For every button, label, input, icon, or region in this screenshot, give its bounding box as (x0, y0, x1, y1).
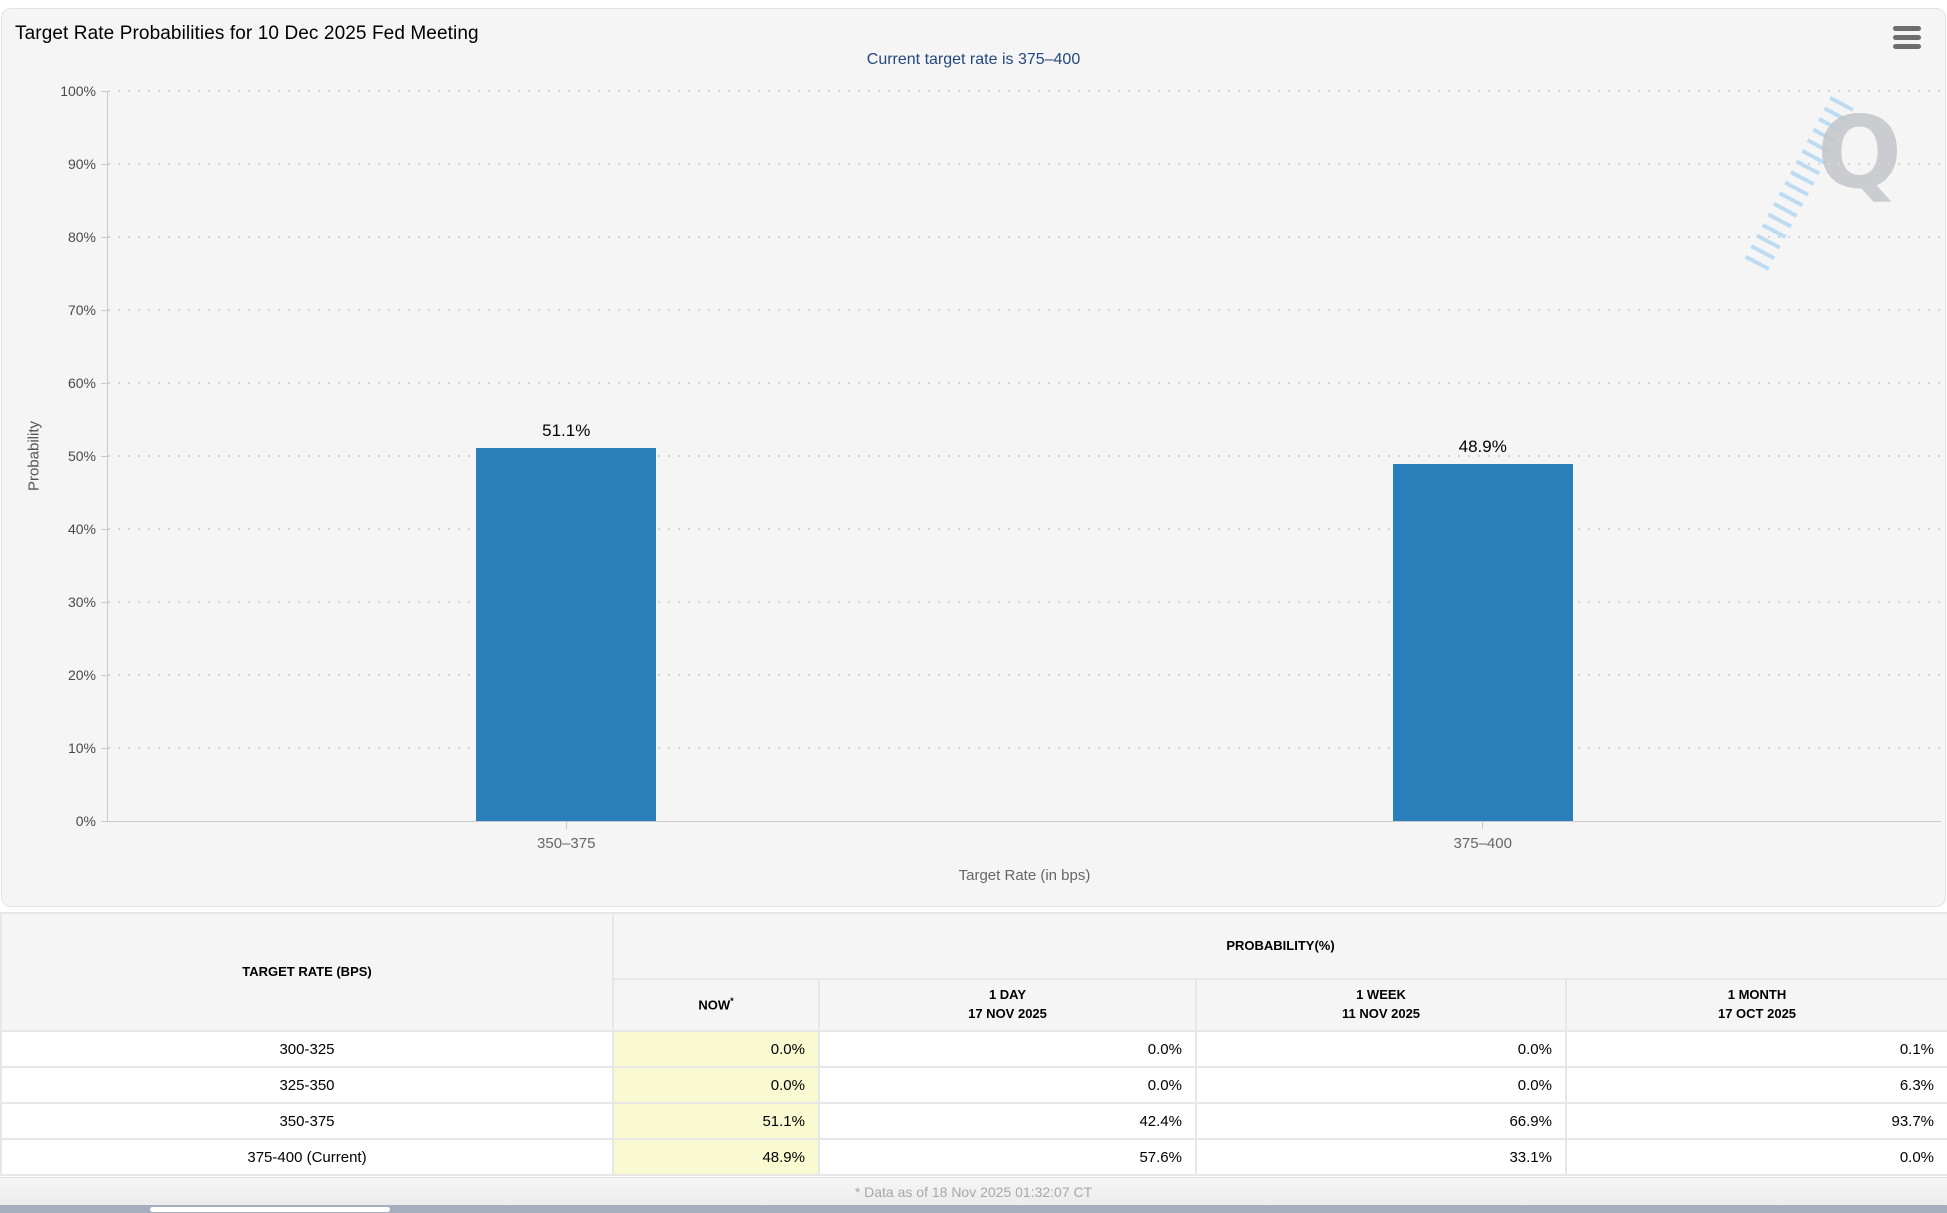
day-probability-cell: 57.6% (818, 1138, 1197, 1176)
gridline (108, 236, 1941, 238)
now-probability-cell: 0.0% (612, 1066, 820, 1104)
hamburger-bar (1893, 26, 1921, 31)
table-row: 325-350 0.0% 0.0% 0.0% 6.3% (0, 1066, 1947, 1104)
col-header-now: NOW* (612, 978, 820, 1032)
day-probability-cell: 42.4% (818, 1102, 1197, 1140)
x-tick-mark (565, 821, 567, 829)
now-probability-cell: 0.0% (612, 1030, 820, 1068)
y-tick-mark (101, 820, 108, 822)
hamburger-menu-icon[interactable] (1893, 26, 1921, 53)
y-tick-mark (101, 601, 108, 603)
y-tick-mark (101, 236, 108, 238)
day-probability-cell: 0.0% (818, 1066, 1197, 1104)
y-tick-label: 100% (60, 83, 96, 99)
gridline (108, 90, 1941, 92)
table-row: 375-400 (Current) 48.9% 57.6% 33.1% 0.0% (0, 1138, 1947, 1176)
table-row: 350-375 51.1% 42.4% 66.9% 93.7% (0, 1102, 1947, 1140)
x-tick-mark (1482, 821, 1484, 829)
y-tick-label: 20% (67, 667, 96, 683)
chart-subtitle: Current target rate is 375–400 (866, 51, 1081, 68)
week-probability-cell: 0.0% (1195, 1030, 1567, 1068)
bar-375–400[interactable] (1392, 464, 1573, 821)
hamburger-bar (1893, 44, 1921, 49)
col-header-1-month: 1 MONTH 17 OCT 2025 (1564, 978, 1947, 1032)
chart-card: Target Rate Probabilities for 10 Dec 202… (1, 8, 1946, 907)
plot-area: Probability 0% 10% 20% 30% 40% 50% 60% 70% 80% 90… (26, 83, 1941, 884)
horizontal-scrollbar[interactable] (0, 1205, 1947, 1213)
gridline (108, 382, 1941, 384)
col-group-header-probability: PROBABILITY(%) (611, 912, 1947, 980)
gridline (108, 674, 1941, 676)
y-tick-label: 0% (75, 813, 96, 829)
gridline (108, 309, 1941, 311)
y-tick-mark (101, 747, 108, 749)
x-category-label: 350–375 (537, 835, 596, 852)
bar-value-label: 51.1% (542, 420, 591, 440)
month-probability-cell: 0.0% (1564, 1138, 1947, 1176)
y-tick-label: 30% (67, 594, 96, 610)
y-tick-label: 40% (67, 521, 96, 537)
y-tick-mark (101, 382, 108, 384)
y-tick-mark (101, 163, 108, 165)
now-probability-cell: 48.9% (612, 1138, 820, 1176)
q-logo-icon: Q (1817, 94, 1903, 211)
week-probability-cell: 0.0% (1195, 1066, 1567, 1104)
week-probability-cell: 66.9% (1195, 1102, 1567, 1140)
rate-cell: 325-350 (0, 1066, 614, 1104)
y-tick-label: 50% (67, 448, 96, 464)
y-tick-mark (101, 528, 108, 530)
gridline (108, 747, 1941, 749)
col-header-1-week: 1 WEEK 11 NOV 2025 (1195, 978, 1567, 1032)
y-tick-mark (101, 90, 108, 92)
bar-350–375[interactable] (476, 447, 657, 821)
y-tick-label: 90% (67, 156, 96, 172)
week-probability-cell: 33.1% (1195, 1138, 1567, 1176)
rate-cell: 300-325 (0, 1030, 614, 1068)
x-category-label: 375–400 (1453, 835, 1512, 852)
y-tick-mark (101, 309, 108, 311)
col-header-1-day: 1 DAY 17 NOV 2025 (818, 978, 1197, 1032)
gridline (108, 601, 1941, 603)
col-header-target-rate: TARGET RATE (BPS) (0, 912, 614, 1032)
data-as-of-note: * Data as of 18 Nov 2025 01:32:07 CT (0, 1177, 1947, 1206)
page-title: Target Rate Probabilities for 10 Dec 202… (15, 23, 479, 44)
footnote-asterisk: * (730, 995, 734, 1006)
gridline (108, 455, 1941, 457)
now-probability-cell: 51.1% (612, 1102, 820, 1140)
gridline (108, 163, 1941, 165)
y-tick-label: 70% (67, 302, 96, 318)
rate-cell: 350-375 (0, 1102, 614, 1140)
scrollbar-thumb[interactable] (150, 1206, 390, 1212)
gridline (108, 528, 1941, 530)
probability-table: TARGET RATE (BPS) PROBABILITY(%) NOW* 1 … (0, 912, 1947, 1176)
quikstrike-watermark: Q (1741, 96, 1909, 276)
y-tick-label: 80% (67, 229, 96, 245)
y-tick-label: 60% (67, 375, 96, 391)
y-tick-mark (101, 455, 108, 457)
y-tick-mark (101, 674, 108, 676)
bar-value-label: 48.9% (1458, 437, 1507, 457)
table-row: 300-325 0.0% 0.0% 0.0% 0.1% (0, 1030, 1947, 1068)
month-probability-cell: 93.7% (1564, 1102, 1947, 1140)
rate-cell: 375-400 (Current) (0, 1138, 614, 1176)
month-probability-cell: 0.1% (1564, 1030, 1947, 1068)
hamburger-bar (1893, 35, 1921, 40)
month-probability-cell: 6.3% (1564, 1066, 1947, 1104)
y-tick-label: 10% (67, 740, 96, 756)
x-axis-title: Target Rate (in bps) (958, 867, 1091, 884)
day-probability-cell: 0.0% (818, 1030, 1197, 1068)
